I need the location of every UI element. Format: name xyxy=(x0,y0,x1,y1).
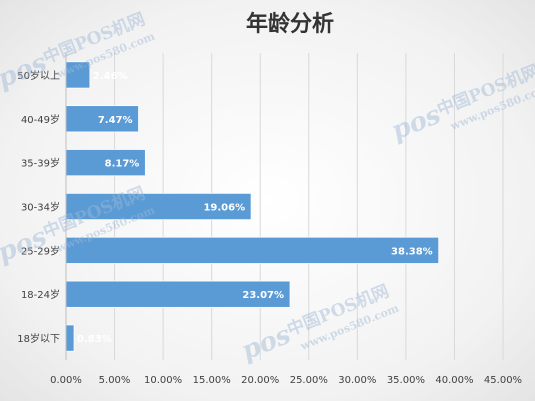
category-label: 40-49岁 xyxy=(21,113,60,126)
category-label: 50岁以上 xyxy=(17,69,60,82)
bar xyxy=(65,324,75,352)
category-label: 18-24岁 xyxy=(21,288,60,301)
chart-title: 年龄分析 xyxy=(246,11,334,37)
data-label: 8.17% xyxy=(105,159,140,170)
category-label: 25-29岁 xyxy=(21,244,60,257)
bar xyxy=(65,149,146,177)
x-tick-label: 35.00% xyxy=(387,375,425,386)
x-tick-label: 30.00% xyxy=(338,375,376,386)
bars: 0.83% 23.07% 38.38% 19.06% 8.17% 7.47% 2.46% xyxy=(65,61,440,352)
x-tick-label: 25.00% xyxy=(290,375,328,386)
bar xyxy=(65,105,139,133)
bar xyxy=(65,280,291,308)
data-label: 2.46% xyxy=(93,71,128,82)
axes: 0.00% 5.00% 10.00% 15.00% 20.00% 25.00% 30.00%… xyxy=(17,53,522,386)
data-label: 0.83% xyxy=(77,334,112,345)
data-label: 23.07% xyxy=(242,290,284,301)
x-tick-label: 5.00% xyxy=(99,375,131,386)
category-label: 30-34岁 xyxy=(21,201,60,214)
x-tick-label: 10.00% xyxy=(144,375,182,386)
data-label: 7.47% xyxy=(98,115,133,126)
category-label: 35-39岁 xyxy=(21,157,60,170)
x-tick-label: 0.00% xyxy=(50,375,82,386)
data-label: 19.06% xyxy=(203,203,245,214)
x-tick-label: 45.00% xyxy=(484,375,522,386)
x-tick-label: 20.00% xyxy=(241,375,279,386)
gridlines xyxy=(65,53,504,360)
category-label: 18岁以下 xyxy=(17,332,60,345)
bar xyxy=(65,236,440,264)
x-tick-label: 15.00% xyxy=(193,375,231,386)
x-tick-label: 40.00% xyxy=(435,375,473,386)
data-label: 38.38% xyxy=(391,246,433,257)
